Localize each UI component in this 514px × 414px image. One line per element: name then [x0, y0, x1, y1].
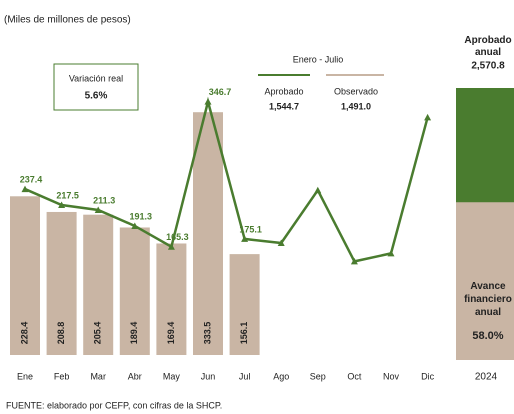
- point: [387, 249, 395, 257]
- point: [314, 186, 322, 194]
- annual-progress-label: Avance financiero anual: [464, 281, 512, 318]
- bar: [156, 243, 187, 355]
- x-tick-label: Oct: [347, 371, 362, 381]
- variation-value: 5.6%: [85, 91, 108, 102]
- point: [424, 113, 432, 121]
- bar-label: 333.5: [202, 322, 212, 345]
- point-label: 346.7: [209, 87, 232, 97]
- point: [167, 243, 175, 250]
- period: Enero - Julio: [293, 54, 344, 64]
- bar: [193, 112, 223, 355]
- x-tick-label: Abr: [128, 371, 142, 381]
- bar: [10, 196, 40, 355]
- legend-total: 1,544.7: [269, 101, 299, 111]
- annual-progress-value: 58.0%: [472, 330, 503, 342]
- point: [204, 98, 212, 105]
- bar-label: 208.8: [56, 322, 66, 345]
- x-tick-label: Ene: [17, 371, 33, 381]
- subtitle: (Miles de millones de pesos): [4, 15, 131, 26]
- x-tick-label: Ago: [273, 371, 289, 381]
- x-tick-label: Sep: [310, 371, 326, 381]
- bar: [46, 211, 77, 355]
- bar-label: 169.4: [166, 322, 176, 345]
- point-label: 211.3: [93, 195, 115, 205]
- annual-approved-label: Aprobado anual: [464, 35, 511, 58]
- bar: [83, 214, 114, 355]
- point-label: 237.4: [20, 174, 43, 184]
- point: [241, 235, 249, 242]
- point-label: 175.1: [239, 224, 262, 234]
- x-tick-label: Feb: [54, 371, 70, 381]
- legend-label: Aprobado: [264, 86, 303, 96]
- x-tick-label: May: [163, 371, 181, 381]
- point: [21, 185, 29, 193]
- point-label: 217.5: [56, 190, 79, 200]
- x-tick-label: Jun: [201, 371, 216, 381]
- bar-label: 228.4: [19, 322, 29, 345]
- legend-total: 1,491.0: [341, 101, 371, 111]
- point: [58, 201, 66, 208]
- variation-box: [53, 63, 139, 111]
- point-label: 191.3: [130, 211, 153, 221]
- annual-approved-value: 2,570.8: [471, 61, 505, 72]
- annual-category: 2024: [475, 372, 498, 383]
- bar-label: 189.4: [129, 322, 139, 345]
- point: [131, 222, 139, 229]
- point-label: 165.3: [166, 232, 189, 242]
- bar-label: 205.4: [93, 322, 103, 345]
- x-tick-label: Dic: [421, 371, 434, 381]
- line: [24, 96, 429, 263]
- source: FUENTE: elaborado por CEFP, con cifras d…: [6, 400, 222, 410]
- bar: [229, 254, 260, 355]
- x-tick-label: Nov: [383, 371, 400, 381]
- legend-label: Observado: [334, 86, 378, 96]
- annual-progress: [456, 202, 514, 360]
- variation-label: Variación real: [69, 73, 123, 83]
- x-tick-label: Mar: [90, 371, 106, 381]
- bar: [119, 227, 150, 355]
- point: [94, 206, 102, 213]
- point: [350, 257, 358, 265]
- point: [277, 239, 285, 246]
- x-tick-label: Jul: [239, 371, 251, 381]
- bar-label: 156.1: [239, 322, 249, 345]
